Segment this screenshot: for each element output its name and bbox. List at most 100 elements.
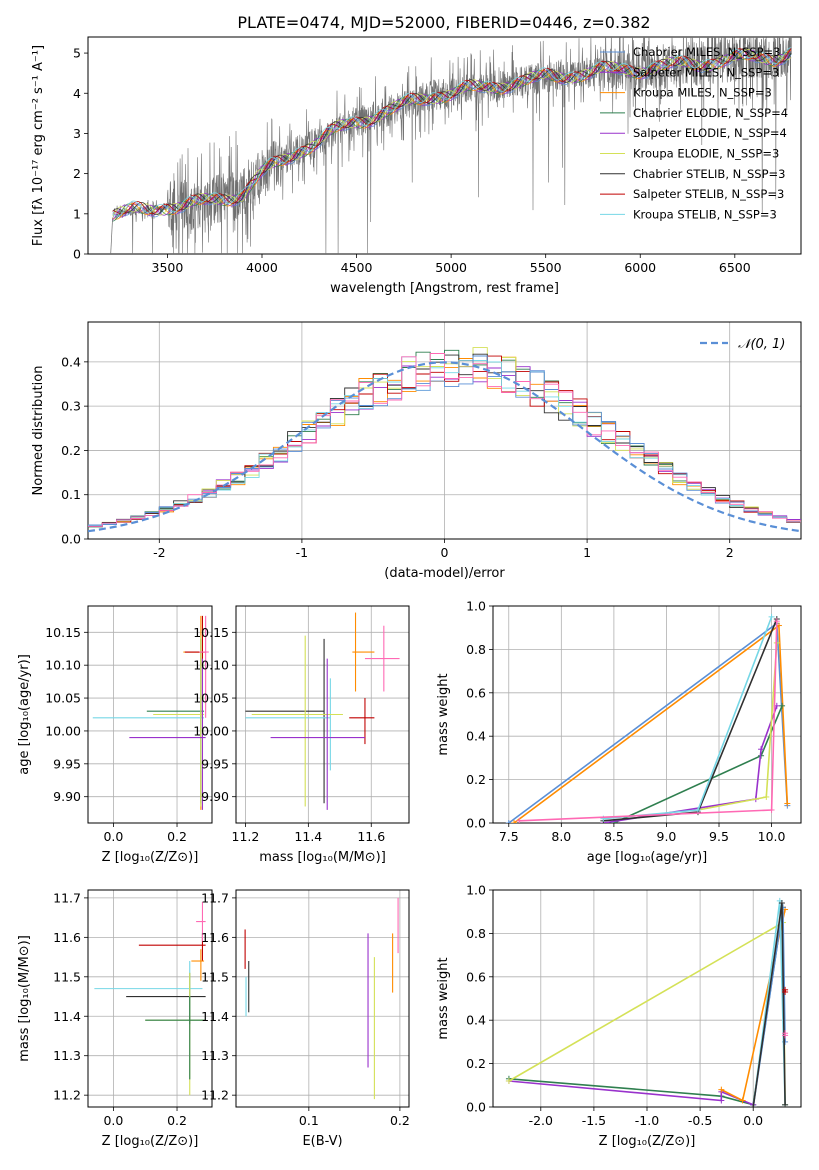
age-vs-Z-xlabel: Z [log₁₀(Z/Z⊙)] [102,850,199,865]
mass-vs-EBV-axes: 0.1 0.2 11.2 11.3 11.4 11.5 11.6 11.7 E(B-V) [201,889,410,1149]
residuals-normal-curve [88,361,801,533]
age-vs-mass-ytick-label: 10.10 [193,658,229,673]
residuals-xtick-label: 0 [441,545,449,560]
spectrum-model-8 [112,47,792,217]
spectrum-data-edge [110,217,113,254]
mass-weight-vs-Z-xtick-label: -0.5 [688,1113,712,1128]
mass-weight-vs-Z-ytick-label: 1.0 [466,883,486,898]
spectrum-ytick-label: 5 [73,46,81,61]
mass-weight-vs-age-ytick-label: 0.8 [466,642,486,657]
legend-label: Kroupa STELIB, N_SSP=3 [633,207,777,221]
age-vs-mass-ytick-label: 10.00 [193,723,229,738]
age-vs-Z-ylabel: age [log₁₀(age/yr)] [17,654,32,775]
spectrum-ytick-label: 0 [73,247,81,262]
mass-weight-vs-Z-xtick-label: -1.5 [582,1113,606,1128]
legend-label: Kroupa ELODIE, N_SSP=3 [633,147,779,161]
spectrum-ytick-label: 4 [73,86,81,101]
mass-weight-vs-age-ytick-label: 1.0 [466,599,486,614]
spectrum-plot [110,37,792,254]
age-vs-mass-xtick-label: 11.4 [294,829,322,844]
spectrum-ytick-label: 1 [73,206,81,221]
age-vs-mass-xtick-label: 11.2 [232,829,260,844]
residuals-plot [88,347,801,533]
spectrum-ytick-label: 3 [73,126,81,141]
mass-weight-vs-Z-axes: -2.0 -1.5 -1.0 -0.5 0.0 0.0 0.2 0.4 0.6 0.8 1.0 Z [… [436,883,802,1149]
age-vs-mass-ytick-label: 10.05 [193,691,229,706]
spectrum-xtick-label: 4500 [341,260,373,275]
mass-weight-vs-age-series-3 [603,705,778,823]
mass-weight-vs-age-xtick-label: 9.5 [709,829,729,844]
age-vs-mass-frame [235,605,410,824]
residuals-ytick-label: 0.4 [61,354,81,369]
mass-weight-vs-age-xtick-label: 7.5 [499,829,519,844]
mass-vs-EBV-plot [244,897,399,1100]
residuals-axes: -2 -1 0 1 2 0.0 0.1 0.2 0.3 0.4 (data-model)/error… [31,321,802,581]
age-vs-mass-plot [245,612,400,810]
mass-vs-Z-xlabel: Z [log₁₀(Z/Z⊙)] [102,1134,199,1149]
legend-label: Chabrier MILES, N_SSP=3 [633,45,780,59]
age-vs-mass-ytick-label: 9.95 [201,756,229,771]
residuals-ytick-label: 0.1 [61,487,81,502]
age-vs-mass-xlabel: mass [log₁₀(M/M⊙)] [259,850,386,865]
age-vs-Z-xtick-label: 0.2 [167,829,187,844]
mass-weight-vs-age-ytick-label: 0.6 [466,685,486,700]
residuals-ytick-label: 0.2 [61,443,81,458]
legend-label: Salpeter MILES, N_SSP=3 [633,65,779,79]
mass-weight-vs-Z-ylabel: mass weight [436,957,451,1039]
spectrum-model-7 [112,48,792,215]
mass-weight-vs-age-frame [492,605,802,824]
age-vs-Z-xtick-label: 0.0 [103,829,123,844]
mass-vs-EBV-ytick-label: 11.7 [201,890,229,905]
mass-vs-Z-axes: 0.0 0.2 11.2 11.3 11.4 11.5 11.6 11.7 Z [log₁₀(Z… [17,889,213,1149]
mass-weight-vs-age-plot [505,613,791,823]
mass-vs-Z-ytick-label: 11.4 [53,1009,81,1024]
spectrum-model-5 [112,48,792,216]
mass-vs-EBV-ytick-label: 11.2 [201,1088,229,1103]
mass-vs-Z-ytick-label: 11.7 [53,890,81,905]
spectrum-xtick-label: 6500 [719,260,751,275]
mass-vs-Z-ytick-label: 11.5 [53,969,81,984]
mass-vs-Z-xtick-label: 0.2 [167,1113,187,1128]
spectrum-legend: Chabrier MILES, N_SSP=3 Salpeter MILES, N… [600,45,788,221]
mass-vs-Z-ylabel: mass [log₁₀(M/M⊙)] [17,935,32,1062]
legend-label: Kroupa MILES, N_SSP=3 [633,86,772,100]
mass-vs-EBV-xlabel: E(B-V) [302,1134,342,1149]
mass-vs-EBV-xtick-label: 0.1 [299,1113,319,1128]
legend-label: Chabrier ELODIE, N_SSP=4 [633,106,788,120]
mass-weight-vs-age-xtick-label: 10.0 [758,829,786,844]
age-vs-Z-ytick-label: 10.05 [45,691,81,706]
mass-vs-EBV-ytick-label: 11.5 [201,969,229,984]
mass-weight-vs-Z-ytick-label: 0.4 [466,1013,486,1028]
age-vs-Z-ytick-label: 9.90 [53,789,81,804]
age-vs-Z-axes: 0.0 0.2 9.90 9.95 10.00 10.05 10.10 10.15 Z [log… [17,605,213,865]
residuals-xlabel: (data-model)/error [384,566,505,581]
residuals-xtick-label: 2 [726,545,734,560]
residuals-xtick-label: -2 [153,545,165,560]
mass-vs-Z-frame [87,889,213,1108]
age-vs-mass-ytick-label: 9.90 [201,789,229,804]
spectrum-ylabel: Flux [fλ 10⁻¹⁷ erg cm⁻² s⁻¹ A⁻¹] [31,45,46,246]
residuals-ylabel: Normed distribution [31,366,46,496]
spectrum-xtick-label: 5000 [435,260,467,275]
spectrum-xtick-label: 5500 [530,260,562,275]
age-vs-Z-ytick-label: 10.10 [45,658,81,673]
figure-title: PLATE=0474, MJD=52000, FIBERID=0446, z=0… [237,13,650,32]
mass-weight-vs-Z-series-1 [508,1080,754,1106]
mass-weight-vs-age-xtick-label: 9.0 [657,829,677,844]
mass-weight-vs-age-xlabel: age [log₁₀(age/yr)] [587,850,708,865]
mass-weight-vs-Z-ytick-label: 0.8 [466,926,486,941]
spectrum-xtick-label: 3500 [152,260,184,275]
mass-weight-vs-age-series-1 [513,623,789,823]
mass-vs-Z-ytick-label: 11.3 [53,1048,81,1063]
mass-weight-vs-age-xtick-label: 8.0 [551,829,571,844]
mass-weight-vs-age-ytick-label: 0.4 [466,729,486,744]
mass-weight-vs-age-series-6 [603,616,773,820]
mass-weight-vs-Z-plot [505,897,789,1107]
mass-vs-Z-plot [94,901,206,1096]
age-vs-mass-axes: 11.2 11.4 11.6 9.90 9.95 10.00 10.05 10.10 10.15… [193,605,410,865]
age-vs-Z-ytick-label: 10.00 [45,723,81,738]
age-vs-Z-plot [92,615,209,810]
mass-weight-vs-age-ylabel: mass weight [436,673,451,755]
age-vs-Z-frame [87,605,213,824]
